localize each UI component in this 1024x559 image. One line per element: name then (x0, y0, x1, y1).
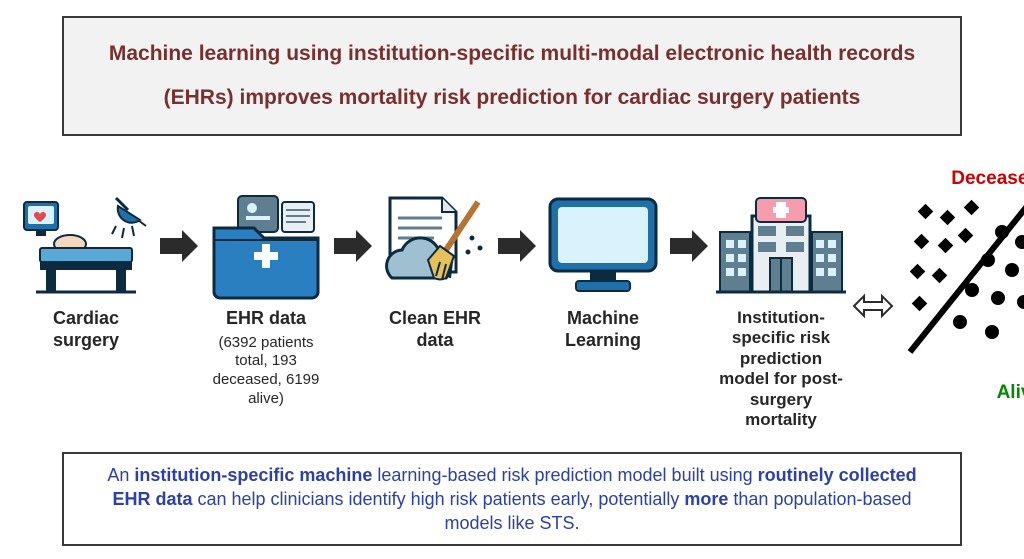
stage-label: Cardiac surgery (20, 308, 152, 351)
arrow-icon (332, 192, 374, 300)
outcome-scatter: Deceased (900, 192, 1024, 402)
stage-label: EHR data (226, 308, 306, 330)
clean-data-icon (380, 192, 490, 300)
stage-institution-model: Institution-specific risk prediction mod… (716, 192, 846, 430)
arrow-icon (668, 192, 710, 300)
conclusion-text: An institution-specific machine learning… (86, 463, 938, 536)
pipeline-row: Cardiac surgery EHR data (20, 156, 1020, 396)
arrow-icon (496, 192, 538, 300)
bidirectional-arrow-icon (852, 291, 894, 326)
hospital-icon (716, 192, 846, 300)
deceased-label: Deceased (951, 168, 1024, 190)
alive-label: Alive (997, 382, 1024, 404)
monitor-icon (544, 192, 662, 300)
stage-ehr-data: EHR data (6392 patients total, 193 decea… (206, 192, 326, 409)
stage-sublabel: (6392 patients total, 193 deceased, 6199… (206, 334, 326, 409)
stage-label: Machine Learning (544, 308, 662, 351)
folder-icon (206, 192, 326, 300)
stage-machine-learning: Machine Learning (544, 192, 662, 351)
stage-label: Clean EHR data (380, 308, 490, 351)
stage-label: Institution-specific risk prediction mod… (716, 308, 846, 430)
stage-clean-ehr: Clean EHR data (380, 192, 490, 351)
stage-cardiac-surgery: Cardiac surgery (20, 192, 152, 351)
title-line-2: (EHRs) improves mortality risk predictio… (164, 86, 861, 110)
conclusion-box: An institution-specific machine learning… (62, 452, 962, 546)
arrow-icon (158, 192, 200, 300)
title-line-1: Machine learning using institution-speci… (109, 42, 915, 66)
surgery-icon (20, 192, 152, 300)
title-box: Machine learning using institution-speci… (62, 16, 962, 136)
